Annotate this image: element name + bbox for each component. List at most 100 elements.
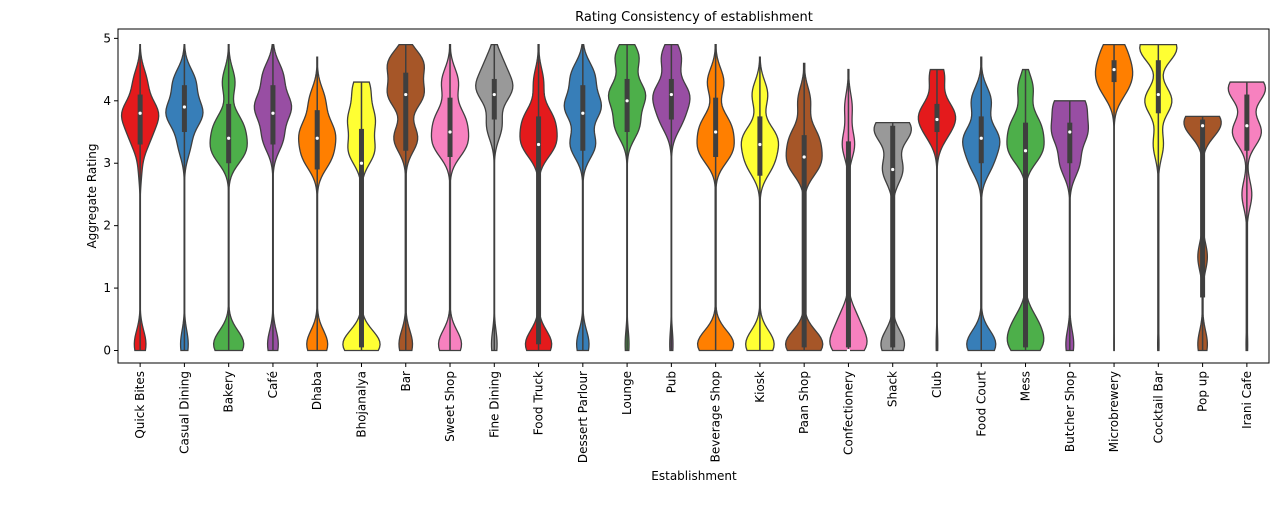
violin-group — [253, 43, 293, 352]
violin-iqr-box — [536, 116, 542, 345]
violin-median-point — [1245, 124, 1249, 128]
x-tick-label: Dessert Parlour — [576, 371, 590, 463]
chart-title: Rating Consistency of establishment — [575, 10, 813, 25]
plot-frame — [117, 28, 1270, 364]
violin-median-point — [315, 136, 319, 140]
y-axis-label: Aggregate Rating — [85, 143, 99, 248]
y-tick-label: 4 — [103, 94, 111, 108]
violin-iqr-box — [1155, 60, 1161, 114]
violin-median-point — [714, 130, 718, 134]
x-tick-label: Cocktail Bar — [1151, 371, 1165, 443]
violin-median-point — [227, 136, 231, 140]
y-tick-label: 3 — [103, 156, 111, 170]
violin-median-point — [669, 92, 673, 97]
violin-iqr-box — [580, 85, 586, 151]
violin-median-point — [625, 99, 629, 103]
violin-group — [873, 121, 912, 352]
violin-iqr-box — [447, 97, 453, 157]
violin-iqr-box — [713, 97, 719, 157]
violin-median-point — [404, 92, 408, 97]
violin-group — [917, 68, 957, 352]
violin-median-point — [758, 142, 762, 147]
x-tick-label: Pop up — [1196, 371, 1210, 412]
violin-median-point — [359, 161, 364, 165]
y-tick-label: 1 — [103, 281, 111, 295]
violin-group — [342, 81, 381, 352]
violin-iqr-box — [1200, 119, 1206, 298]
violin-group — [430, 43, 470, 352]
y-tick-label: 2 — [103, 219, 111, 233]
violin-group — [1183, 115, 1222, 352]
x-tick-label: Beverage Shop — [709, 371, 723, 462]
x-tick-label: Paan Shop — [797, 371, 811, 434]
y-axis: 0 1 2 3 4 5 — [103, 31, 118, 358]
x-tick-label: Butcher Shop — [1063, 371, 1077, 452]
x-tick-label: Quick Bites — [133, 371, 147, 439]
violin-median-point — [979, 136, 983, 140]
violin-group — [784, 62, 824, 352]
x-tick-label: Kiosk — [753, 371, 767, 403]
violin-median-point — [846, 348, 851, 353]
x-tick-label: Mess — [1019, 371, 1033, 401]
violin-median-point — [1068, 130, 1072, 134]
violin-median-point — [581, 111, 585, 115]
violin-group — [696, 43, 735, 352]
violin-iqr-box — [226, 103, 232, 164]
x-tick-label: Irani Cafe — [1240, 371, 1254, 429]
x-tick-label: Confectionery — [841, 371, 855, 455]
violin-group — [1006, 68, 1045, 352]
violin-median-point — [891, 167, 895, 172]
x-axis-label: Establishment — [651, 469, 737, 483]
violin-group — [962, 56, 1001, 352]
y-tick-label: 0 — [103, 344, 111, 358]
violin-group — [563, 43, 603, 352]
violin-iqr-box — [890, 125, 896, 348]
x-tick-label: Food Court — [974, 371, 988, 437]
violin-iqr-box — [1067, 122, 1073, 164]
violin-iqr-box — [1023, 122, 1029, 348]
violin-group — [475, 43, 514, 352]
x-tick-label: Shack — [886, 371, 900, 407]
violin-median-point — [1156, 92, 1160, 97]
violin-iqr-box — [403, 72, 409, 151]
violin-iqr-box — [491, 78, 497, 120]
violin-group — [386, 43, 425, 352]
x-axis: Quick Bites Casual Dining Bakery Café Dhaba B… — [133, 363, 1254, 463]
violin-iqr-box — [801, 135, 807, 348]
y-tick-label: 5 — [103, 31, 111, 45]
violin-median-point — [492, 92, 496, 97]
violin-group — [740, 56, 780, 352]
violin-iqr-box — [668, 78, 674, 120]
violin-median-point — [802, 155, 806, 159]
violin-group — [1050, 100, 1090, 352]
violin-median-point — [536, 142, 541, 147]
x-tick-label: Pub — [664, 371, 678, 393]
x-tick-label: Microbrewery — [1107, 371, 1121, 452]
violin-median-point — [448, 130, 452, 134]
violin-group — [829, 68, 868, 353]
violin-median-point — [1023, 149, 1028, 153]
violin-median-point — [1200, 124, 1205, 128]
x-tick-label: Dhaba — [310, 371, 324, 410]
x-tick-label: Food Truck — [532, 371, 546, 435]
x-tick-label: Casual Dining — [177, 371, 191, 454]
violin-median-point — [138, 111, 142, 115]
x-tick-label: Bar — [399, 371, 413, 392]
violin-median-point — [935, 117, 939, 122]
x-tick-label: Bhojanalya — [354, 371, 368, 438]
violin-group — [120, 43, 160, 352]
violin-group — [607, 43, 647, 352]
violin-group — [297, 56, 337, 352]
x-tick-label: Sweet Shop — [443, 371, 457, 442]
x-tick-label: Bakery — [222, 371, 236, 413]
violin-iqr-box — [358, 128, 364, 348]
violin-group — [1094, 43, 1134, 352]
violin-group — [1139, 43, 1178, 352]
x-tick-label: Lounge — [620, 371, 634, 415]
violin-iqr-box — [1244, 94, 1250, 151]
plot-area — [120, 43, 1267, 353]
x-tick-label: Fine Dining — [487, 371, 501, 438]
violin-median-point — [1112, 67, 1116, 72]
x-tick-label: Café — [266, 371, 280, 398]
